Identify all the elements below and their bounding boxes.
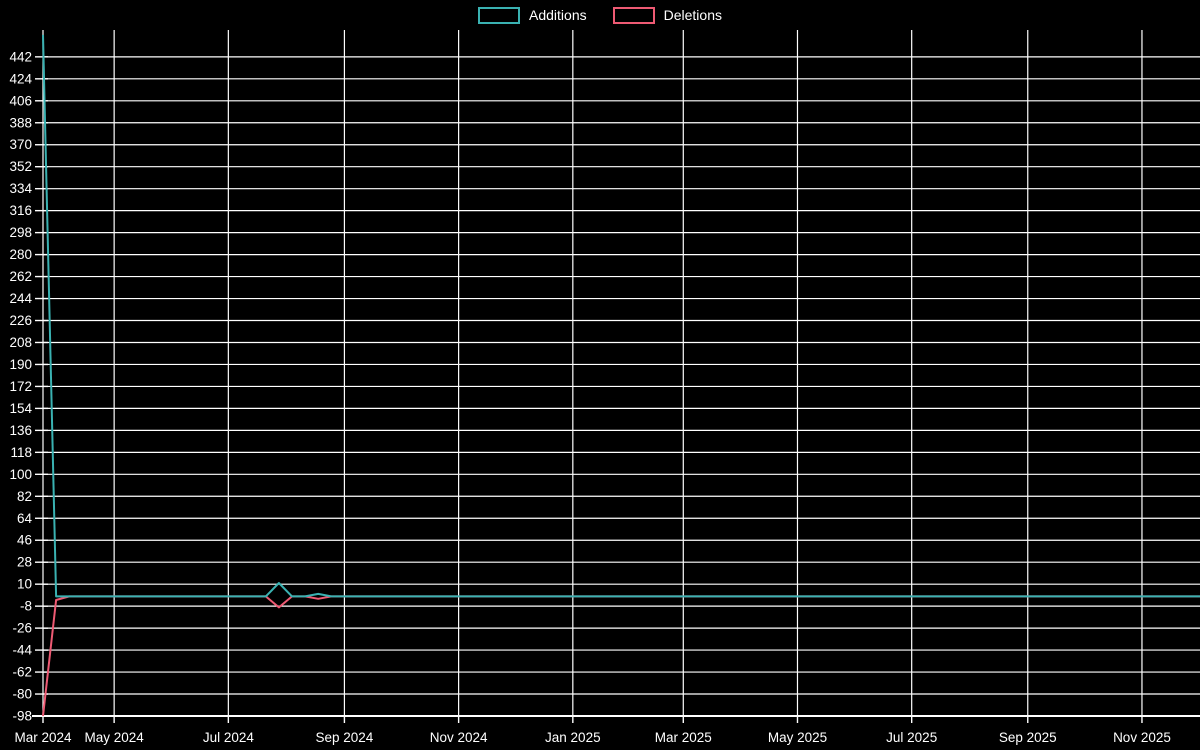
legend-item-deletions[interactable]: Deletions (612, 6, 722, 24)
y-tick-label: 244 (9, 291, 32, 306)
y-tick-label: -8 (20, 599, 32, 614)
x-tick-label: Mar 2024 (14, 730, 72, 745)
y-tick-label: 424 (9, 71, 32, 86)
chart-legend: Additions Deletions (0, 6, 1200, 24)
deletions-line (42, 595, 1200, 717)
y-tick-label: 136 (9, 423, 32, 438)
y-tick-label: 208 (9, 335, 32, 350)
y-tick-label: 28 (17, 555, 32, 570)
y-tick-label: 46 (17, 533, 32, 548)
x-tick-label: May 2024 (84, 730, 144, 745)
x-tick-label: Jul 2024 (203, 730, 255, 745)
x-tick-label: Sep 2025 (999, 730, 1057, 745)
y-tick-label: 10 (17, 577, 32, 592)
deletions-swatch-icon (612, 6, 655, 24)
y-tick-label: 298 (9, 225, 32, 240)
legend-label-additions: Additions (529, 7, 587, 23)
x-tick-label: Jul 2025 (886, 730, 937, 745)
x-tick-label: Jan 2025 (545, 730, 601, 745)
y-tick-label: 226 (9, 313, 32, 328)
y-tick-label: 334 (9, 181, 32, 196)
x-tick-label: Sep 2024 (316, 730, 374, 745)
additions-line (42, 34, 1200, 598)
y-tick-label: 100 (9, 467, 32, 482)
y-tick-label: 64 (17, 511, 33, 526)
y-tick-label: 352 (9, 159, 32, 174)
y-tick-label: 190 (9, 357, 32, 372)
y-tick-label: 442 (9, 49, 32, 64)
y-tick-label: 370 (9, 137, 32, 152)
x-tick-label: Nov 2024 (430, 730, 488, 745)
y-tick-label: 172 (9, 379, 32, 394)
legend-item-additions[interactable]: Additions (478, 6, 587, 24)
y-tick-label: -44 (12, 643, 32, 658)
x-tick-label: Nov 2025 (1113, 730, 1171, 745)
y-tick-label: -80 (12, 687, 32, 702)
y-tick-label: -26 (12, 621, 32, 636)
y-tick-label: 406 (9, 93, 32, 108)
y-tick-label: 82 (17, 489, 32, 504)
y-tick-label: -62 (12, 665, 32, 680)
y-tick-label: -98 (12, 709, 32, 724)
y-tick-label: 118 (10, 445, 32, 460)
y-tick-label: 280 (9, 247, 32, 262)
legend-label-deletions: Deletions (663, 7, 722, 23)
y-tick-label: 154 (9, 401, 32, 416)
y-tick-label: 316 (9, 203, 32, 218)
y-tick-label: 262 (9, 269, 32, 284)
x-tick-label: May 2025 (768, 730, 827, 745)
x-tick-label: Mar 2025 (655, 730, 712, 745)
additions-swatch-icon (478, 6, 521, 24)
y-tick-label: 388 (9, 115, 32, 130)
